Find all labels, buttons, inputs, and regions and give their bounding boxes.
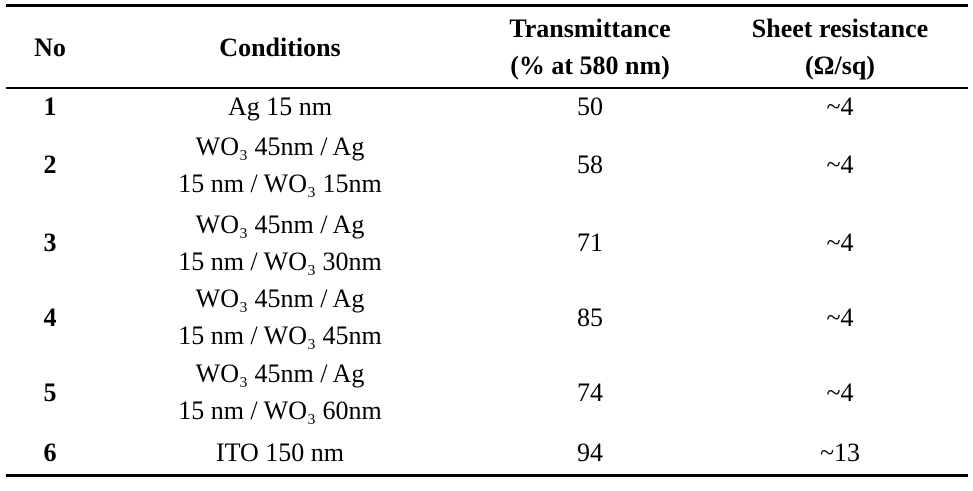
cell-line: 15 nm / WO₃ 15nm <box>178 168 382 198</box>
cell-line: Ag 15 nm <box>228 91 332 121</box>
cell-line: 85 <box>577 302 603 332</box>
cell-line: (Ω/sq) <box>805 51 875 80</box>
table-cell: ~4 <box>715 88 965 124</box>
cell-line: ~4 <box>826 91 854 121</box>
cell-line: 3 <box>43 228 57 257</box>
table-cell: 5 <box>10 354 90 430</box>
cell-line: 4 <box>43 302 57 332</box>
header-cell: Sheet resistance (Ω/sq) <box>715 7 965 87</box>
cell-line: ~4 <box>826 150 854 179</box>
cell-line: WO₃ 45nm / Ag <box>195 131 365 161</box>
cell-line: 94 <box>577 437 603 467</box>
cell-line: 71 <box>577 228 603 257</box>
cell-line: ~4 <box>826 228 854 257</box>
cell-line: Conditions <box>219 32 341 62</box>
cell-line: (% at 580 nm) <box>510 51 670 80</box>
cell-line: ~4 <box>826 377 854 407</box>
cell-line: Sheet resistance <box>751 14 929 43</box>
cell-line: No <box>34 32 66 62</box>
table-cell: ~4 <box>715 124 965 205</box>
header-cell: Transmittance (% at 580 nm) <box>470 7 710 87</box>
cell-line: 2 <box>43 150 57 179</box>
table-cell: 3 <box>10 205 90 280</box>
table-cell: Ag 15 nm <box>120 88 440 124</box>
bottom-rule <box>6 474 968 477</box>
table-cell: 71 <box>470 205 710 280</box>
cell-line: WO₃ 45nm / Ag <box>195 359 365 388</box>
table-cell: 2 <box>10 124 90 205</box>
table-cell: 58 <box>470 124 710 205</box>
header-rule <box>6 87 968 89</box>
table-cell: 50 <box>470 88 710 124</box>
cell-line: ~13 <box>819 437 861 467</box>
cell-line: ~4 <box>826 302 854 332</box>
cell-line: 15 nm / WO₃ 30nm <box>178 246 382 276</box>
cell-line: 1 <box>43 91 57 121</box>
header-cell: No <box>10 7 90 87</box>
cell-line: 5 <box>43 377 57 407</box>
cell-line: 74 <box>577 377 603 407</box>
cell-line: WO₃ 45nm / Ag <box>195 284 365 313</box>
cell-line: WO₃ 45nm / Ag <box>195 209 365 239</box>
table-cell: 6 <box>10 430 90 474</box>
table-cell: WO₃ 45nm / Ag 15 nm / WO₃ 45nm <box>120 280 440 354</box>
cell-line: ITO 150 nm <box>215 437 345 467</box>
top-rule <box>6 4 968 7</box>
table-cell: WO₃ 45nm / Ag 15 nm / WO₃ 30nm <box>120 205 440 280</box>
table-cell: WO₃ 45nm / Ag 15 nm / WO₃ 15nm <box>120 124 440 205</box>
cell-line: 6 <box>43 437 57 467</box>
table-cell: 4 <box>10 280 90 354</box>
table-cell: ITO 150 nm <box>120 430 440 474</box>
cell-line: 50 <box>577 91 603 121</box>
table-cell: 1 <box>10 88 90 124</box>
table-cell: ~4 <box>715 354 965 430</box>
cell-line: 58 <box>577 150 603 179</box>
header-cell: Conditions <box>120 7 440 87</box>
table-cell: WO₃ 45nm / Ag 15 nm / WO₃ 60nm <box>120 354 440 430</box>
table-cell: ~13 <box>715 430 965 474</box>
table-cell: ~4 <box>715 280 965 354</box>
table-cell: 74 <box>470 354 710 430</box>
cell-line: 15 nm / WO₃ 45nm <box>178 321 382 350</box>
table-cell: ~4 <box>715 205 965 280</box>
table-cell: 94 <box>470 430 710 474</box>
table-cell: 85 <box>470 280 710 354</box>
cell-line: Transmittance <box>509 14 671 43</box>
cell-line: 15 nm / WO₃ 60nm <box>178 396 382 425</box>
